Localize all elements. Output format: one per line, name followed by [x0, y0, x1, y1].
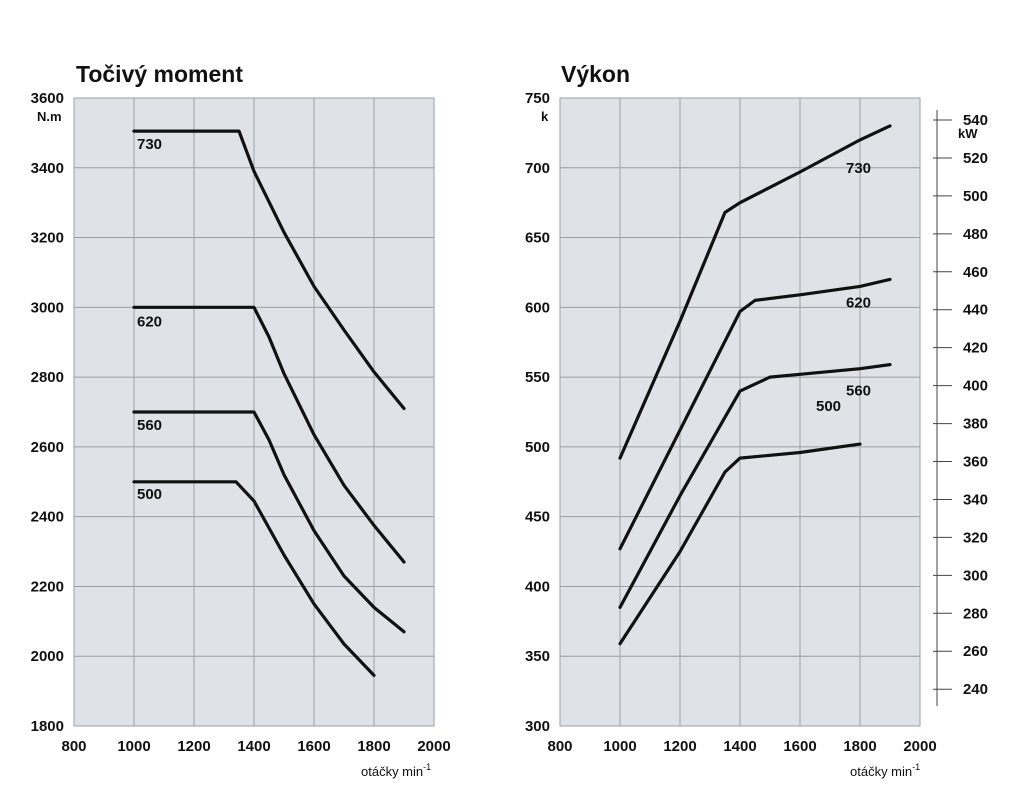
- series-line-730: [618, 124, 892, 460]
- kw-tick-label: 280: [963, 605, 988, 622]
- torque-chart: Točivý moment 1800 2000 2200 2400 2600 2800 30…: [31, 61, 451, 779]
- kw-tick-label: 460: [963, 264, 988, 281]
- series-label-730: 730: [846, 160, 871, 177]
- kw-tick-label: 500: [963, 188, 988, 205]
- power-x-tick-labels: 800 1000 1200 1400 1600 1800 2000: [547, 738, 936, 755]
- series-label-560: 560: [846, 383, 871, 400]
- torque-plot-frame: [73, 97, 435, 727]
- y-tick-label: 350: [525, 648, 550, 665]
- series-line-500: [618, 442, 862, 646]
- y-tick-label: 700: [525, 160, 550, 177]
- series-line-560: [132, 410, 406, 634]
- kw-tick-label: 540: [963, 112, 988, 129]
- series-line-620: [618, 277, 892, 551]
- y-tick-label: 1800: [31, 718, 64, 735]
- x-tick-label: 1400: [237, 738, 270, 755]
- kw-tick-label: 360: [963, 454, 988, 471]
- y-tick-label: 500: [525, 439, 550, 456]
- x-tick-label: 1800: [843, 738, 876, 755]
- series-label-560: 560: [137, 417, 162, 434]
- x-tick-label: 800: [61, 738, 86, 755]
- x-tick-label: 1200: [663, 738, 696, 755]
- y-tick-label: 2800: [31, 369, 64, 386]
- power-grid: [560, 98, 920, 726]
- y-tick-label: 550: [525, 369, 550, 386]
- y-tick-label: 400: [525, 578, 550, 595]
- x-tick-label: 1000: [117, 738, 150, 755]
- torque-y-unit: N.m: [37, 109, 62, 124]
- kw-tick-label: 300: [963, 567, 988, 584]
- power-series: 730 620 560 500: [618, 124, 892, 646]
- x-tick-label: 1800: [357, 738, 390, 755]
- power-chart: Výkon 300 350 400 450 500 550 600 650 700 750 k 8…: [525, 61, 988, 779]
- kw-tick-label: 260: [963, 643, 988, 660]
- y-tick-label: 2400: [31, 509, 64, 526]
- series-label-500: 500: [137, 486, 162, 503]
- kw-tick-label: 320: [963, 529, 988, 546]
- series-line-730: [132, 129, 406, 411]
- power-chart-title: Výkon: [561, 61, 630, 87]
- kw-tick-label: 240: [963, 681, 988, 698]
- kw-y-unit: kW: [958, 126, 978, 141]
- y-tick-label: 2000: [31, 648, 64, 665]
- series-label-730: 730: [137, 136, 162, 153]
- torque-y-tick-labels: 1800 2000 2200 2400 2600 2800 3000 3200 3400 3600: [31, 90, 64, 735]
- kw-tick-label: 340: [963, 491, 988, 508]
- series-label-620: 620: [846, 294, 871, 311]
- series-line-500: [132, 480, 376, 678]
- torque-x-label: otáčky min-1: [361, 762, 431, 779]
- x-tick-label: 800: [547, 738, 572, 755]
- x-tick-label: 1600: [297, 738, 330, 755]
- power-plot-frame: [559, 97, 921, 727]
- y-tick-label: 300: [525, 718, 550, 735]
- x-tick-label: 1400: [723, 738, 756, 755]
- y-tick-label: 3400: [31, 160, 64, 177]
- x-tick-label: 1000: [603, 738, 636, 755]
- kw-tick-label: 440: [963, 302, 988, 319]
- y-tick-label: 3600: [31, 90, 64, 107]
- x-tick-label: 1600: [783, 738, 816, 755]
- y-tick-label: 450: [525, 509, 550, 526]
- torque-series: 730 620 560 500: [132, 129, 406, 678]
- torque-chart-title: Točivý moment: [76, 61, 243, 87]
- series-label-500: 500: [816, 398, 841, 415]
- y-tick-label: 3200: [31, 230, 64, 247]
- y-tick-label: 650: [525, 230, 550, 247]
- y-tick-label: 600: [525, 299, 550, 316]
- power-y-tick-labels: 300 350 400 450 500 550 600 650 700 750: [525, 90, 550, 735]
- kw-tick-label: 420: [963, 340, 988, 357]
- y-tick-label: 2200: [31, 578, 64, 595]
- kw-tick-label: 380: [963, 416, 988, 433]
- x-tick-label: 2000: [417, 738, 450, 755]
- kw-tick-label: 400: [963, 378, 988, 395]
- series-line-620: [132, 305, 406, 564]
- y-tick-label: 3000: [31, 299, 64, 316]
- series-label-620: 620: [137, 313, 162, 330]
- kw-y-tick-labels: 240 260 280 300 320 340 360 380 400 420 440 460 480 5…: [933, 112, 988, 698]
- x-tick-label: 2000: [903, 738, 936, 755]
- y-tick-label: 750: [525, 90, 550, 107]
- kw-tick-label: 480: [963, 226, 988, 243]
- x-tick-label: 1200: [177, 738, 210, 755]
- kw-tick-label: 520: [963, 150, 988, 167]
- torque-x-tick-labels: 800 1000 1200 1400 1600 1800 2000: [61, 738, 450, 755]
- power-y-unit: k: [541, 109, 549, 124]
- y-tick-label: 2600: [31, 439, 64, 456]
- power-x-label: otáčky min-1: [850, 762, 920, 779]
- series-line-560: [618, 363, 892, 610]
